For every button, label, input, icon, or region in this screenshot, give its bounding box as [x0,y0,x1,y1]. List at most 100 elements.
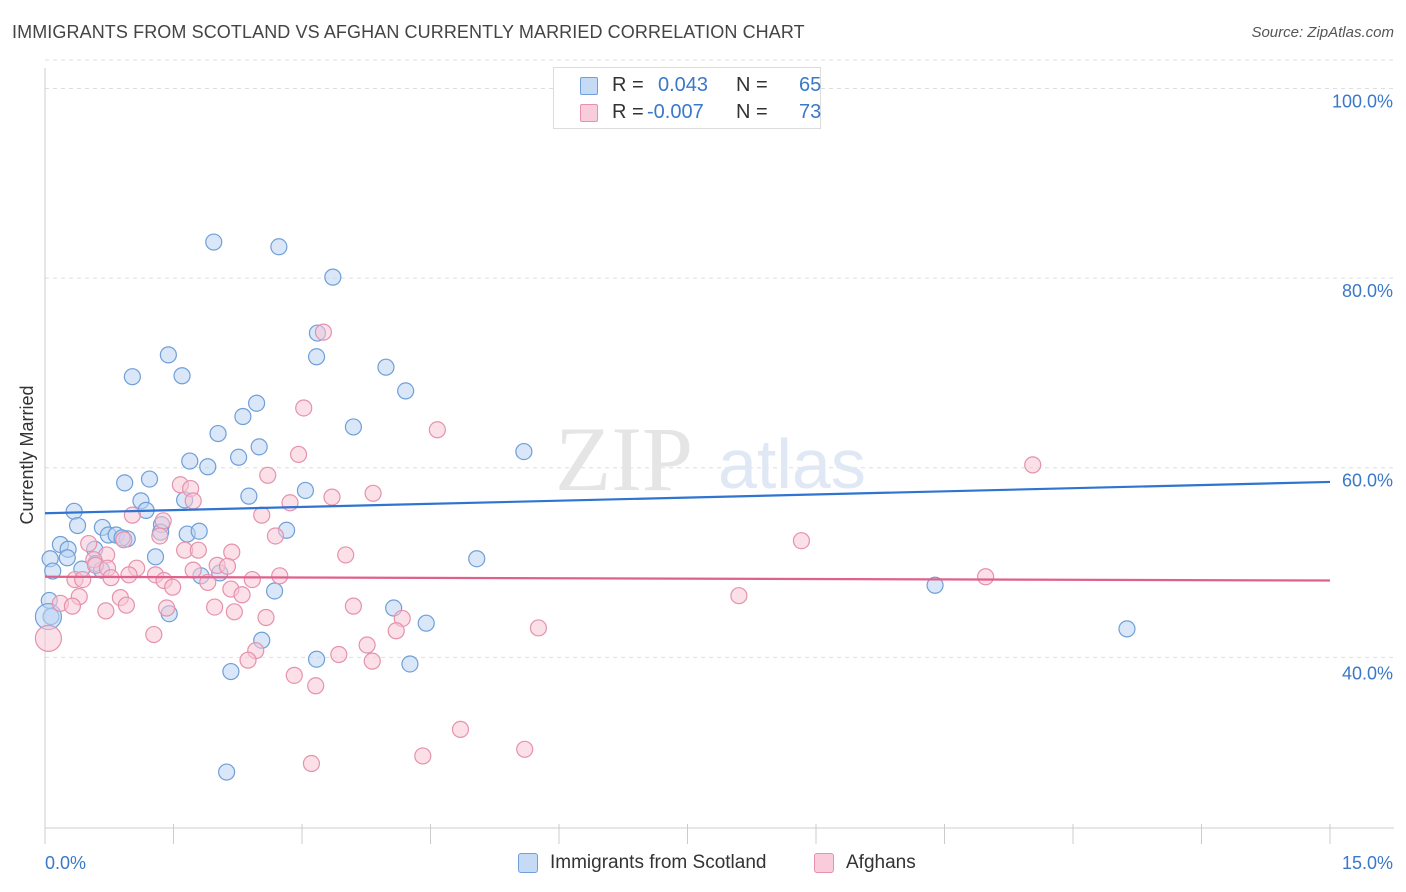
data-point-afghans [206,598,224,616]
data-point-scotland [190,522,208,540]
data-point-afghans [302,754,321,773]
trend-lines [44,480,1331,582]
data-point-afghans [529,619,548,637]
data-point-scotland [417,614,435,632]
data-point-scotland [199,458,217,476]
correlation-legend: R = 0.043 N = 65 R = -0.007 N = 73 [553,67,821,129]
data-point-afghans [218,557,237,575]
data-point-scotland [146,548,165,566]
legend-r-value: -0.007 [647,101,704,123]
data-point-scotland [377,358,395,376]
trend-line-scotland [44,480,1331,515]
data-point-afghans [239,651,257,669]
data-point-scotland [247,394,266,412]
data-point-scotland [222,662,240,681]
x-tick-label: 0.0% [45,853,86,873]
data-point-afghans [34,624,63,652]
data-point-scotland [116,474,134,492]
legend-r-value: 0.043 [658,74,709,96]
legend-r-label: R = [612,74,644,96]
data-point-afghans [358,636,376,654]
data-point-scotland [240,487,258,505]
legend-n-label: N = [736,74,768,96]
data-point-afghans [337,546,355,564]
series-scotland-points [34,233,1136,781]
legend-n-value: 73 [799,101,822,123]
data-point-afghans [428,421,446,439]
data-point-afghans [259,466,277,484]
legend-r-label: R = [612,101,644,123]
series-afghans-points [34,323,1042,773]
data-point-scotland [344,418,362,436]
data-point-afghans [271,567,289,585]
data-point-afghans [295,399,313,417]
legend-swatch-pink [814,853,834,873]
data-point-afghans [184,561,202,579]
data-point-afghans [792,532,811,550]
data-point-scotland [265,582,284,600]
data-point-scotland [140,470,159,488]
legend-n-label: N = [736,101,768,123]
data-point-afghans [164,578,182,596]
data-point-scotland [468,550,486,568]
legend-label-scotland: Immigrants from Scotland [550,852,767,873]
data-point-scotland [307,650,326,668]
axes [44,68,1394,844]
data-point-afghans [120,566,138,584]
data-point-afghans [151,527,169,545]
data-point-afghans [314,323,333,341]
y-tick-label: 100.0% [1332,91,1393,111]
y-tick-label: 80.0% [1342,281,1393,301]
data-point-afghans [80,534,98,553]
data-point-scotland [205,233,223,251]
data-point-afghans [199,573,217,592]
data-point-scotland [296,481,315,500]
data-point-scotland [234,407,252,426]
data-point-scotland [123,368,141,386]
data-point-afghans [123,506,141,524]
data-point-afghans [730,587,748,605]
tick-labels: 40.0% 60.0% 80.0% 100.0% 0.0% 15.0% Currently … [17,91,1393,873]
legend-swatch-pink [580,104,598,122]
data-point-scotland [159,346,177,364]
watermark-atlas: atlas [718,425,866,503]
data-point-scotland [250,438,268,456]
data-point-afghans [977,568,995,586]
data-point-scotland [218,763,236,781]
y-tick-label: 40.0% [1342,663,1393,683]
data-point-afghans [323,488,341,506]
data-point-afghans [330,645,348,664]
data-point-afghans [307,677,325,695]
data-point-afghans [184,492,202,510]
legend-swatch-blue [518,853,538,873]
data-point-afghans [189,541,207,559]
data-point-afghans [223,543,241,561]
data-point-afghans [1024,456,1042,474]
legend-swatch-blue [580,77,598,95]
source-label: Source: ZipAtlas.com [1251,24,1394,41]
legend-label-afghans: Afghans [846,852,916,873]
data-point-scotland [230,448,248,466]
data-point-scotland [307,348,326,366]
data-point-afghans [364,484,382,502]
watermark-zip: ZIP [555,408,693,510]
data-point-scotland [1118,620,1136,638]
data-point-afghans [344,597,362,615]
data-point-afghans [363,652,381,670]
trend-line-afghans [44,575,1331,582]
gridlines [45,59,1394,658]
data-point-afghans [158,599,176,617]
legend-n-value: 65 [799,74,822,96]
data-point-afghans [97,602,115,620]
data-point-scotland [44,562,62,580]
data-point-afghans [115,531,133,549]
data-point-scotland [401,655,419,673]
data-point-scotland [209,424,227,443]
y-tick-label: 60.0% [1342,471,1393,491]
data-point-scotland [58,549,76,567]
data-point-afghans [253,506,271,524]
data-point-afghans [266,527,285,545]
data-point-afghans [289,445,308,464]
x-tick-label: 15.0% [1342,853,1393,873]
